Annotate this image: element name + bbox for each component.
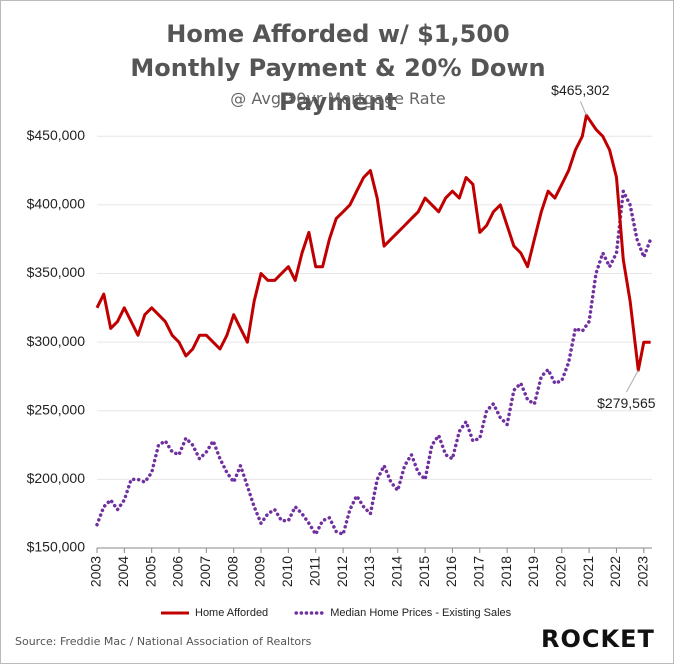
x-tick-label: 2004	[115, 556, 131, 587]
x-tick-label: 2014	[388, 556, 404, 587]
x-tick-label: 2010	[279, 556, 295, 587]
y-tick-label: $350,000	[27, 264, 86, 280]
x-tick-label: 2008	[224, 556, 240, 587]
annotation-label: $465,302	[551, 82, 610, 98]
y-tick-label: $250,000	[27, 401, 86, 417]
annotation-label: $279,565	[597, 395, 656, 411]
x-tick-label: 2016	[443, 556, 459, 587]
y-tick-label: $200,000	[27, 470, 86, 486]
x-tick-label: 2015	[416, 556, 432, 587]
x-tick-label: 2009	[252, 556, 268, 587]
y-tick-label: $400,000	[27, 196, 86, 212]
source-note: Source: Freddie Mac / National Associati…	[15, 635, 312, 648]
y-tick-label: $150,000	[27, 539, 86, 555]
x-tick-label: 2012	[334, 556, 350, 587]
x-tick-label: 2013	[361, 556, 377, 587]
x-tick-label: 2006	[170, 556, 186, 587]
x-tick-label: 2007	[197, 556, 213, 587]
annotation-leader	[579, 101, 587, 116]
x-tick-label: 2011	[306, 556, 322, 586]
legend-label: Home Afforded	[195, 607, 268, 619]
legend-label: Median Home Prices - Existing Sales	[330, 607, 511, 619]
x-tick-label: 2022	[607, 556, 623, 587]
annotation-leader	[625, 369, 639, 393]
chart-subtitle: @ Avg 30yr Mortgage Rate	[230, 89, 446, 108]
x-tick-label: 2020	[552, 556, 568, 587]
x-tick-label: 2003	[88, 556, 104, 587]
x-tick-label: 2019	[525, 556, 541, 587]
y-tick-label: $300,000	[27, 333, 86, 349]
x-tick-label: 2023	[635, 556, 651, 587]
chart-title: Home Afforded w/ $1,500 Monthly Payment …	[130, 20, 546, 116]
y-tick-label: $450,000	[27, 127, 86, 143]
x-tick-label: 2017	[470, 556, 486, 587]
x-tick-label: 2021	[580, 556, 596, 587]
x-tick-label: 2005	[142, 556, 158, 587]
series-line	[95, 113, 651, 372]
logo: ROCKET	[541, 625, 655, 653]
series-line	[95, 189, 653, 537]
x-tick-label: 2018	[498, 556, 514, 587]
